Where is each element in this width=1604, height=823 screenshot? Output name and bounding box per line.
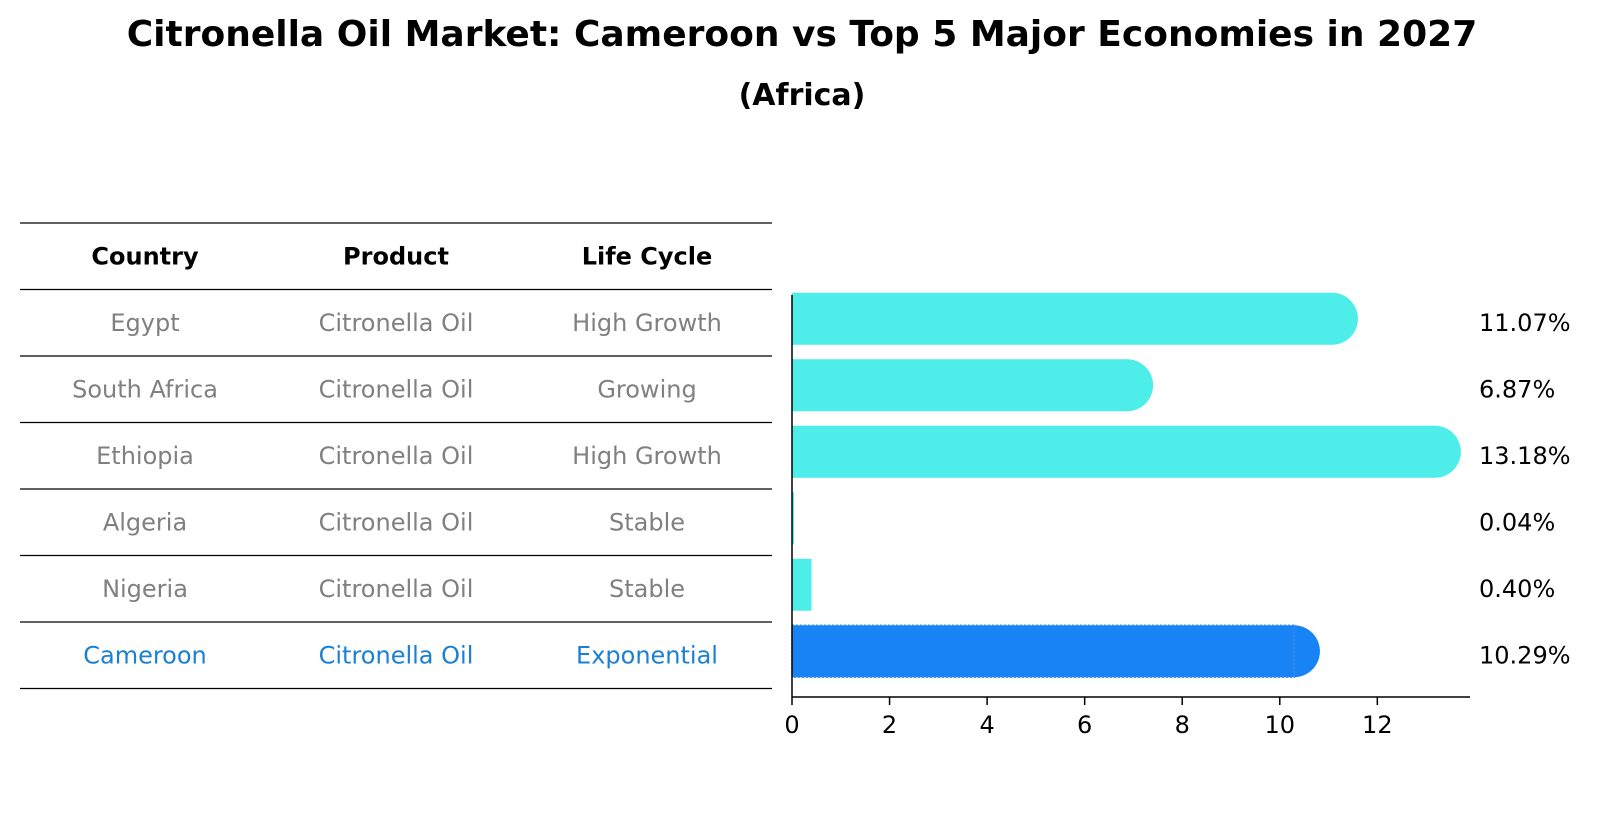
bar-cameroon (792, 625, 1294, 678)
table-header-product: Product (343, 242, 449, 270)
x-tick-label: 2 (882, 711, 897, 739)
bars: 11.07% 6.87% 13.18% 0.04% 0.40% 10.29% (791, 292, 1571, 678)
table-cell-country: Ethiopia (96, 442, 194, 470)
x-axis: 0 2 4 6 8 10 12 (784, 295, 1470, 739)
table-cell-life-cycle: Stable (609, 575, 685, 603)
chart-title: Citronella Oil Market: Cameroon vs Top 5… (126, 14, 1478, 55)
bar-cap (1267, 625, 1320, 678)
table-cell-life-cycle: Exponential (576, 641, 718, 669)
bar-algeria (792, 492, 794, 545)
value-label: 11.07% (1479, 309, 1571, 337)
table-cell-product: Citronella Oil (319, 508, 474, 536)
table-cell-country: South Africa (72, 375, 218, 403)
x-tick-label: 4 (979, 711, 994, 739)
table-cell-country: Algeria (103, 508, 187, 536)
bar-cap (1408, 425, 1461, 478)
value-label: 0.40% (1479, 575, 1555, 603)
table-cell-life-cycle: High Growth (572, 442, 722, 470)
table-cell-product: Citronella Oil (319, 641, 474, 669)
table-header-country: Country (91, 242, 199, 270)
value-label: 6.87% (1479, 375, 1555, 403)
value-label: 13.18% (1479, 442, 1571, 470)
table-cell-life-cycle: High Growth (572, 309, 722, 337)
bar-south-africa (792, 359, 1128, 412)
table-cell-life-cycle: Stable (609, 508, 685, 536)
x-tick-label: 12 (1362, 711, 1393, 739)
bar-cap (1101, 359, 1154, 412)
table-cell-product: Citronella Oil (319, 375, 474, 403)
x-tick-label: 10 (1264, 711, 1295, 739)
x-tick-label: 6 (1077, 711, 1092, 739)
value-label: 10.29% (1479, 641, 1571, 669)
chart-subtitle: (Africa) (738, 78, 866, 113)
bar-nigeria (792, 558, 812, 611)
table-cell-product: Citronella Oil (319, 575, 474, 603)
x-tick-label: 8 (1175, 711, 1190, 739)
bar-egypt (792, 292, 1332, 345)
table-cell-life-cycle: Growing (597, 375, 696, 403)
table-cell-country: Egypt (110, 309, 179, 337)
table-header-life-cycle: Life Cycle (582, 242, 713, 270)
x-tick-label: 0 (784, 711, 799, 739)
bar-ethiopia (792, 425, 1435, 478)
table-cell-country: Nigeria (102, 575, 188, 603)
data-table: Country Product Life Cycle Egypt Citronella … (20, 222, 772, 690)
table-cell-country: Cameroon (83, 641, 207, 669)
table-cell-product: Citronella Oil (319, 442, 474, 470)
value-label: 0.04% (1479, 508, 1555, 536)
table-cell-product: Citronella Oil (319, 309, 474, 337)
bar-cap (1305, 292, 1358, 345)
